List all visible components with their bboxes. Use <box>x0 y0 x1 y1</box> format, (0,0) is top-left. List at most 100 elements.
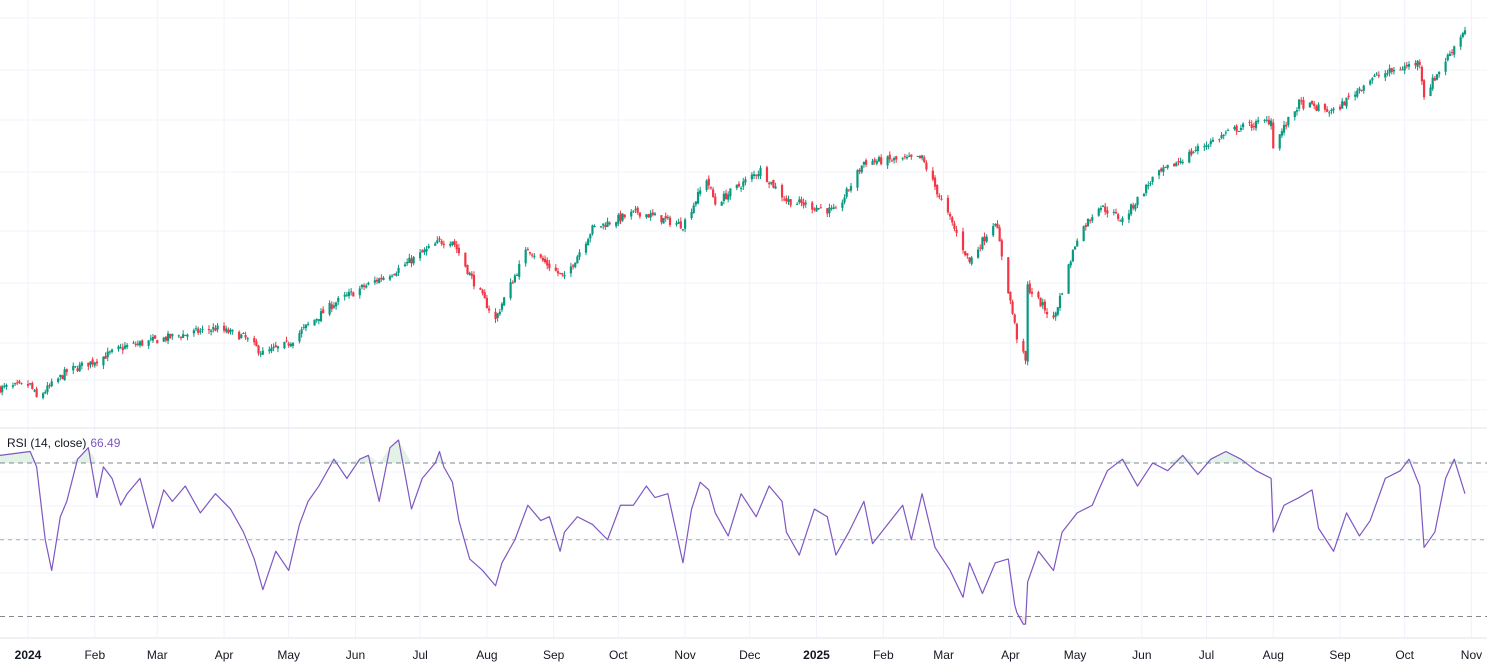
candle-body <box>996 223 999 229</box>
x-tick-label: Feb <box>873 648 894 662</box>
candle <box>768 181 771 189</box>
candle-body <box>496 313 499 319</box>
candle <box>406 258 409 266</box>
candle <box>1257 116 1260 125</box>
candle <box>1192 150 1195 154</box>
candle-body <box>20 383 23 385</box>
candle-body <box>1226 130 1230 132</box>
candle-body <box>494 311 497 319</box>
candle <box>255 338 258 347</box>
candle <box>1248 119 1251 127</box>
candle-body <box>511 282 514 284</box>
candle-body <box>397 267 400 273</box>
candle <box>1278 133 1281 151</box>
candle <box>709 186 713 190</box>
candle <box>1058 292 1062 311</box>
candle-body <box>365 285 368 288</box>
candle <box>451 241 454 247</box>
candle-body <box>832 207 835 209</box>
candle-body <box>576 256 579 264</box>
candle-body <box>977 249 980 258</box>
candle <box>1338 104 1342 111</box>
candle-body <box>0 386 2 393</box>
candle <box>744 176 747 186</box>
candle-body <box>87 362 90 367</box>
candle-body <box>1013 314 1016 323</box>
candle <box>645 213 648 219</box>
candle <box>765 165 769 183</box>
candle-body <box>800 199 803 203</box>
candle-body <box>388 276 392 280</box>
candle-body <box>197 328 200 333</box>
candle <box>1459 34 1462 50</box>
candle <box>1194 146 1197 153</box>
candle-body <box>1390 67 1393 72</box>
candle <box>350 288 353 296</box>
rsi-oversold-fill <box>1023 616 1026 625</box>
candle <box>1362 84 1365 94</box>
candle <box>1073 246 1077 250</box>
candle <box>832 203 835 210</box>
candle-body <box>367 282 370 285</box>
candle-body <box>694 201 697 205</box>
candle-body <box>65 369 68 373</box>
candle-body <box>696 191 700 204</box>
candle-body <box>322 309 325 314</box>
candle <box>1347 92 1350 100</box>
candle-body <box>787 199 790 202</box>
candle-body <box>1142 193 1146 197</box>
candle <box>391 274 394 278</box>
candle <box>666 214 669 220</box>
candle <box>373 276 376 285</box>
candle <box>546 257 549 270</box>
candle <box>50 378 53 388</box>
candle-body <box>1009 291 1012 301</box>
candle <box>1067 263 1070 294</box>
candle-body <box>675 223 678 225</box>
candle <box>858 168 861 175</box>
candle-body <box>1000 240 1003 257</box>
candle-body <box>300 329 303 334</box>
candle-body <box>1145 184 1148 194</box>
candle <box>186 333 189 341</box>
candle <box>918 155 922 159</box>
candle <box>1132 202 1135 211</box>
candle-body <box>933 177 937 187</box>
candle <box>425 245 428 256</box>
candle-body <box>653 213 657 216</box>
candle <box>74 366 77 368</box>
candle-body <box>378 278 381 284</box>
rsi-legend[interactable]: RSI (14, close) 66.49 <box>7 436 120 450</box>
candle-body <box>283 342 286 349</box>
rsi-overbought-fill <box>66 459 78 464</box>
candle-body <box>93 362 96 366</box>
candle <box>253 335 256 346</box>
candle-body <box>740 187 743 189</box>
candle-body <box>57 378 60 382</box>
candle <box>18 379 21 385</box>
candle <box>740 186 743 192</box>
candle <box>1084 223 1087 231</box>
candle-body <box>1179 160 1182 163</box>
candle-body <box>26 384 30 386</box>
candle-body <box>1362 85 1365 91</box>
candle <box>1315 104 1318 112</box>
candle-body <box>561 273 564 275</box>
candle-body <box>166 333 170 341</box>
candle-body <box>285 340 288 342</box>
candle <box>1052 311 1055 320</box>
candle <box>117 345 120 352</box>
candle-body <box>1356 90 1359 97</box>
candle-body <box>1360 89 1363 91</box>
candle <box>119 343 122 349</box>
candle <box>757 170 760 180</box>
candle <box>1190 148 1193 157</box>
candle <box>556 267 560 277</box>
candle <box>707 175 710 190</box>
candle-body <box>1448 53 1452 56</box>
candle <box>438 236 441 243</box>
candle-body <box>789 199 792 206</box>
candle-body <box>903 156 906 158</box>
candle-body <box>1037 292 1040 298</box>
